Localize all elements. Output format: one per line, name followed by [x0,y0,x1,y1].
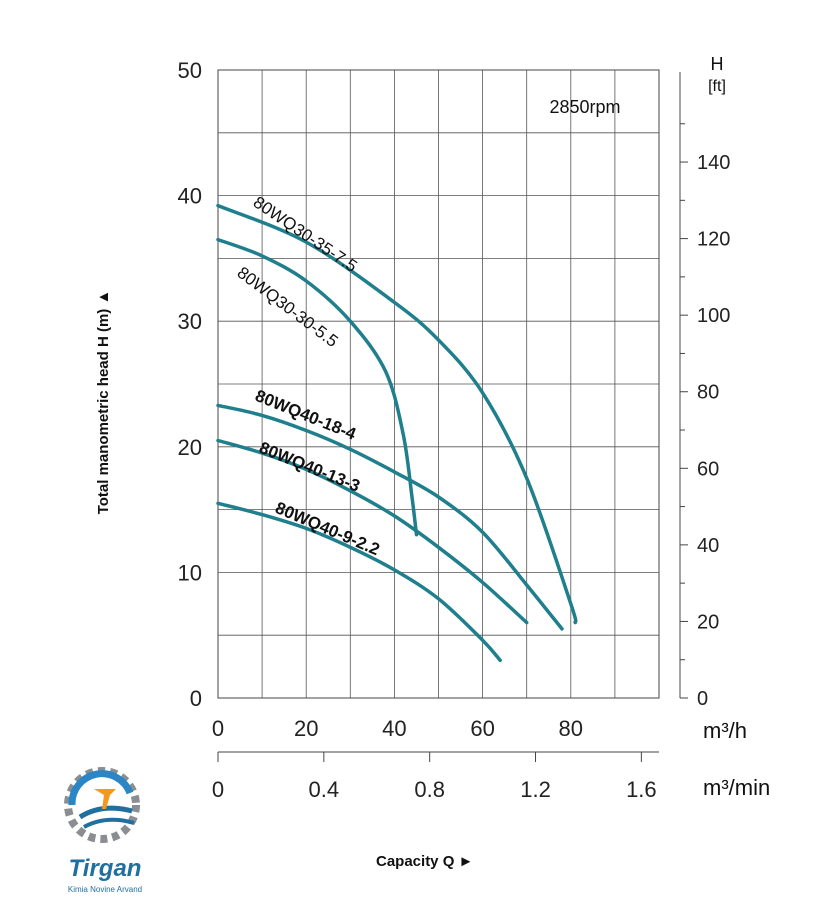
y2-axis-ticks: 0 20 40 60 80 100 120 140 [679,72,730,710]
y-tick-label: 30 [178,309,202,334]
x-tick-label-m3h: 20 [294,716,318,741]
y-tick-label: 10 [178,560,202,585]
y-axis-ticks: 0 10 20 30 40 50 [178,58,202,711]
x-tick-label-m3min: 1.6 [626,777,657,802]
x-unit-m3min: m³/min [703,775,770,800]
x-tick-label-m3h: 60 [470,716,494,741]
y-axis-title: Total manometric head H (m) ▲ [95,290,112,515]
x-tick-label-m3min: 0.8 [414,777,445,802]
y2-tick-label: 40 [697,535,719,557]
x-tick-label-m3min: 0 [212,777,224,802]
x-tick-label-m3min: 1.2 [520,777,551,802]
x-tick-label-m3min: 0.4 [309,777,340,802]
y2-tick-label: 120 [697,229,730,251]
x-axis-title: Capacity Q ► [376,853,473,870]
grid [218,70,659,698]
x-tick-label-m3h: 80 [559,716,583,741]
logo-name: Tirgan [68,855,142,882]
y-tick-label: 50 [178,58,202,83]
curves [216,203,578,663]
logo-subtitle: Kimia Novine Arvand [67,885,143,894]
y-tick-label: 40 [178,184,202,209]
y2-tick-label: 20 [697,611,719,633]
y-tick-label: 20 [178,435,202,460]
y2-tick-label: 60 [697,458,719,480]
rpm-annotation: 2850rpm [549,97,620,117]
gear-icon [64,767,140,843]
x-tick-label-m3h: 0 [212,716,224,741]
y2-tick-label: 80 [697,382,719,404]
tirgan-logo: Tirgan Kimia Novine Arvand [50,765,160,905]
y2-tick-label: 0 [697,688,708,710]
y2-axis-unit: [ft] [708,78,726,95]
curve-80WQ40-9-2.2 [216,501,502,663]
y2-axis-title: H [711,54,724,74]
x-unit-m3h: m³/h [703,718,747,743]
y-tick-label: 0 [190,686,202,711]
y2-tick-label: 140 [697,152,730,174]
y2-tick-label: 100 [697,305,730,327]
x-axis-ticks: 0 20 40 60 80 0 0.4 0.8 1.2 1.6 [212,716,659,802]
x-tick-label-m3h: 40 [382,716,406,741]
curve-80WQ30-30-5.5 [216,237,419,537]
curve-80WQ40-13-3 [216,438,529,625]
curve-80WQ40-18-4 [216,403,564,631]
curve-80WQ30-35-7.5 [216,203,578,625]
